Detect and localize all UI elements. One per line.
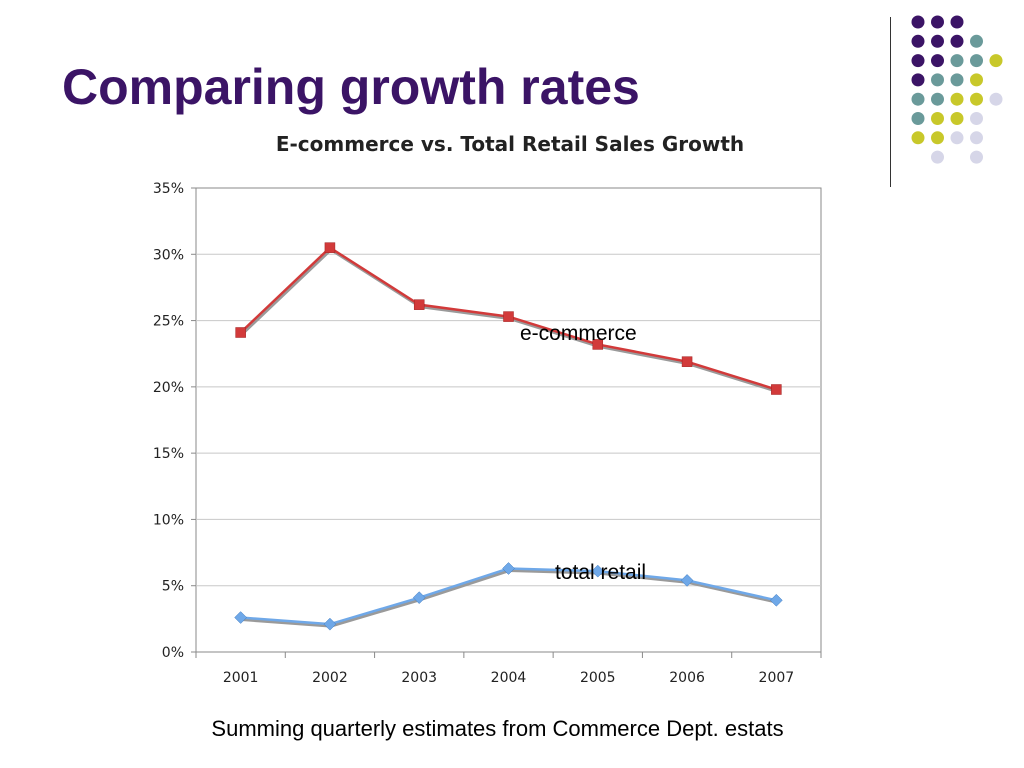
y-axis-ticks: 0% 5% 10% 15% 20% 25% 30% 35%	[153, 181, 196, 661]
x-tick-label: 2006	[669, 670, 705, 686]
data-point-retail	[680, 574, 694, 587]
decorative-dot	[950, 73, 964, 87]
vertical-divider	[890, 17, 891, 187]
decorative-dot	[989, 54, 1003, 68]
retail-series-label: total retail	[555, 561, 647, 584]
decorative-dot	[950, 112, 964, 125]
decorative-dot	[950, 15, 964, 29]
decorative-dot	[950, 131, 964, 145]
slide-caption: Summing quarterly estimates from Commerc…	[211, 716, 784, 741]
decorative-dot	[911, 131, 925, 145]
decorative-dot	[911, 92, 925, 106]
decorative-dot	[970, 131, 983, 145]
data-point-retail	[234, 611, 247, 624]
y-tick-label: 0%	[162, 645, 184, 661]
x-tick-label: 2005	[580, 670, 616, 686]
x-tick-label: 2002	[312, 670, 348, 686]
data-point-retail	[412, 591, 426, 604]
data-point-ecommerce	[413, 299, 425, 310]
data-point-retail	[770, 593, 783, 607]
plot-area	[195, 187, 822, 653]
x-axis-ticks: 2001 2002 2003 2004 2005 2006 2007	[195, 652, 822, 686]
data-point-ecommerce	[681, 356, 693, 367]
decorative-dot	[931, 131, 944, 145]
x-tick-label: 2007	[759, 670, 795, 686]
y-tick-label: 30%	[153, 247, 184, 263]
decorative-dot	[911, 15, 925, 29]
x-tick-label: 2001	[223, 670, 259, 686]
decorative-dot	[931, 150, 944, 164]
data-point-retail	[591, 564, 605, 578]
decorative-dot	[970, 54, 983, 68]
decorative-dot	[931, 73, 944, 87]
data-point-retail	[323, 617, 337, 631]
slide-title: Comparing growth rates	[62, 59, 640, 115]
decorative-dot	[931, 54, 944, 68]
decorative-dot	[931, 34, 944, 48]
decorative-dot	[911, 112, 925, 125]
decorative-dot	[950, 54, 964, 68]
decorative-dot	[931, 15, 944, 29]
ecommerce-series-label: e-commerce	[520, 322, 637, 345]
decorative-dot	[970, 92, 983, 106]
series-lines	[234, 242, 783, 631]
decorative-dot	[911, 54, 925, 68]
y-tick-label: 15%	[153, 446, 184, 462]
decorative-dot	[931, 112, 944, 125]
decorative-dot	[931, 92, 944, 106]
chart-title: E-commerce vs. Total Retail Sales Growth	[276, 132, 744, 156]
decorative-dot	[989, 92, 1003, 106]
x-tick-label: 2004	[491, 670, 527, 686]
y-tick-label: 20%	[153, 380, 184, 396]
data-point-ecommerce	[771, 384, 782, 395]
decorative-dot	[950, 92, 964, 106]
decorative-dot	[911, 34, 925, 48]
decorative-dot	[970, 112, 983, 125]
decorative-dot-grid	[911, 15, 1003, 164]
decorative-dot	[970, 34, 983, 48]
decorative-dot	[970, 150, 983, 164]
y-tick-label: 5%	[162, 579, 184, 595]
data-point-ecommerce	[592, 339, 604, 350]
y-tick-label: 35%	[153, 181, 184, 197]
data-point-retail	[502, 562, 515, 575]
data-point-ecommerce	[324, 242, 336, 253]
data-point-ecommerce	[503, 311, 514, 322]
data-point-ecommerce	[235, 327, 246, 338]
decorative-dot	[950, 34, 964, 48]
decorative-dot	[911, 73, 925, 87]
y-tick-label: 10%	[153, 512, 184, 528]
y-tick-label: 25%	[153, 314, 184, 330]
decorative-dot	[970, 73, 983, 87]
x-tick-label: 2003	[401, 670, 437, 686]
